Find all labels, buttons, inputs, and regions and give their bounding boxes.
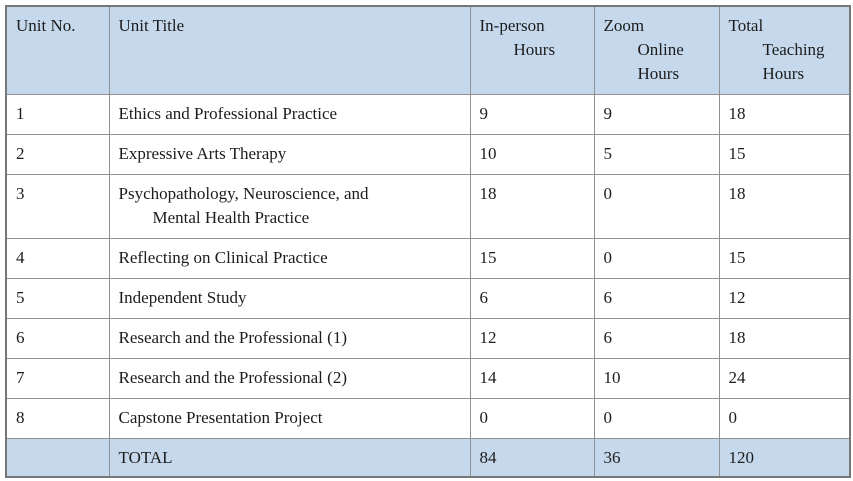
in-person-hours-cell: 0 <box>469 397 595 439</box>
unit-no-cell: 7 <box>5 357 110 399</box>
teaching-hours-table: Unit No. Unit Title In-person Hours Zoom… <box>5 5 851 478</box>
header-label-line: Hours <box>762 64 805 83</box>
total-teaching-hours-cell: 18 <box>718 173 851 239</box>
unit-title-text: Capstone Presentation Project <box>118 407 323 427</box>
header-label: Unit No. <box>16 16 76 35</box>
unit-title-cell: Reflecting on Clinical Practice <box>108 237 471 279</box>
unit-no-cell: 3 <box>5 173 110 239</box>
header-label: Unit Title <box>118 16 185 35</box>
total-teaching-hours-cell: 15 <box>718 133 851 175</box>
table-row: 4 Reflecting on Clinical Practice 15 0 1… <box>5 237 851 279</box>
table-row: 5 Independent Study 6 6 12 <box>5 277 851 319</box>
unit-title-text: Ethics and Professional Practice <box>118 103 338 123</box>
in-person-hours-cell: 14 <box>469 357 595 399</box>
unit-title-cell: Ethics and Professional Practice <box>108 93 471 135</box>
unit-no-cell: 5 <box>5 277 110 319</box>
unit-no-cell: 8 <box>5 397 110 439</box>
total-zoom-online-hours-cell: 36 <box>593 437 720 478</box>
unit-title-text: Research and the Professional (1) <box>118 327 347 347</box>
total-in-person-hours-cell: 84 <box>469 437 595 478</box>
unit-title-text: Independent Study <box>118 287 247 307</box>
table-row: 6 Research and the Professional (1) 12 6… <box>5 317 851 359</box>
unit-title-text-wrap: Mental Health Practice <box>152 207 310 227</box>
header-label-line: Total <box>728 16 764 35</box>
table-row: 7 Research and the Professional (2) 14 1… <box>5 357 851 399</box>
col-header-total-teaching-hours: Total Teaching Hours <box>718 5 851 95</box>
zoom-online-hours-cell: 10 <box>593 357 720 399</box>
zoom-online-hours-cell: 6 <box>593 277 720 319</box>
total-teaching-hours-sum-cell: 120 <box>718 437 851 478</box>
in-person-hours-cell: 12 <box>469 317 595 359</box>
total-teaching-hours-cell: 15 <box>718 237 851 279</box>
table-header-row: Unit No. Unit Title In-person Hours Zoom… <box>5 5 851 95</box>
unit-no-cell: 6 <box>5 317 110 359</box>
in-person-hours-cell: 9 <box>469 93 595 135</box>
zoom-online-hours-cell: 0 <box>593 237 720 279</box>
total-teaching-hours-cell: 24 <box>718 357 851 399</box>
unit-title-cell: Psychopathology, Neuroscience, and Menta… <box>108 173 471 239</box>
table-row: 1 Ethics and Professional Practice 9 9 1… <box>5 93 851 135</box>
total-teaching-hours-cell: 12 <box>718 277 851 319</box>
zoom-online-hours-cell: 9 <box>593 93 720 135</box>
table-total-row: TOTAL 84 36 120 <box>5 437 851 478</box>
unit-no-cell: 1 <box>5 93 110 135</box>
total-row-label-cell: TOTAL <box>108 437 471 478</box>
col-header-unit-title: Unit Title <box>108 5 471 95</box>
unit-title-text: Reflecting on Clinical Practice <box>118 247 328 267</box>
table-row: 3 Psychopathology, Neuroscience, and Men… <box>5 173 851 239</box>
in-person-hours-cell: 15 <box>469 237 595 279</box>
unit-title-cell: Expressive Arts Therapy <box>108 133 471 175</box>
table-row: 8 Capstone Presentation Project 0 0 0 <box>5 397 851 439</box>
total-row-empty-cell <box>5 437 110 478</box>
unit-title-cell: Capstone Presentation Project <box>108 397 471 439</box>
total-teaching-hours-cell: 18 <box>718 317 851 359</box>
in-person-hours-cell: 18 <box>469 173 595 239</box>
zoom-online-hours-cell: 0 <box>593 173 720 239</box>
unit-title-text: Expressive Arts Therapy <box>118 143 287 163</box>
col-header-unit-no: Unit No. <box>5 5 110 95</box>
header-label-line: Online <box>637 40 684 59</box>
header-label-line: Teaching <box>762 40 825 59</box>
table-row: 2 Expressive Arts Therapy 10 5 15 <box>5 133 851 175</box>
unit-title-cell: Research and the Professional (1) <box>108 317 471 359</box>
total-teaching-hours-cell: 0 <box>718 397 851 439</box>
unit-title-text: Research and the Professional (2) <box>118 367 347 387</box>
zoom-online-hours-cell: 0 <box>593 397 720 439</box>
col-header-zoom-online-hours: Zoom Online Hours <box>593 5 720 95</box>
unit-no-cell: 2 <box>5 133 110 175</box>
unit-title-cell: Research and the Professional (2) <box>108 357 471 399</box>
header-label-line: Hours <box>513 40 556 59</box>
zoom-online-hours-cell: 6 <box>593 317 720 359</box>
col-header-in-person-hours: In-person Hours <box>469 5 595 95</box>
unit-title-cell: Independent Study <box>108 277 471 319</box>
unit-title-text: Psychopathology, Neuroscience, and <box>118 183 369 203</box>
in-person-hours-cell: 6 <box>469 277 595 319</box>
header-label-line: In-person <box>479 16 545 35</box>
header-label-line: Hours <box>637 64 680 83</box>
unit-no-cell: 4 <box>5 237 110 279</box>
in-person-hours-cell: 10 <box>469 133 595 175</box>
total-teaching-hours-cell: 18 <box>718 93 851 135</box>
header-label-line: Zoom <box>603 16 645 35</box>
zoom-online-hours-cell: 5 <box>593 133 720 175</box>
